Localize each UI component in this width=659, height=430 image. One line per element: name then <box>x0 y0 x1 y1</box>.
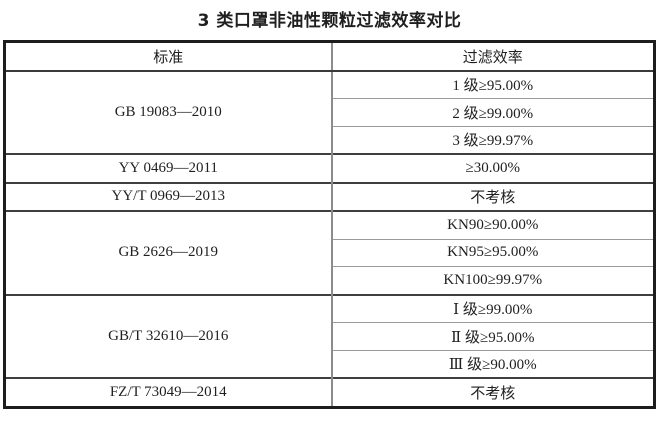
efficiency-cell: KN100≥99.97% <box>330 266 655 295</box>
col-header-efficiency: 过滤效率 <box>330 41 655 72</box>
table-row: GB 2626—2019 KN90≥90.00% <box>4 210 655 295</box>
efficiency-cell: 不考核 <box>330 377 655 408</box>
table-row: YY 0469—2011 ≥30.00% <box>4 153 655 183</box>
table-row: GB 19083—2010 1 级≥95.00% <box>4 69 655 155</box>
table-header-row: 标准 过滤效率 <box>4 41 655 72</box>
efficiency-cell: KN90≥90.00% <box>330 210 655 240</box>
table-row: YY/T 0969—2013 不考核 <box>4 181 655 212</box>
efficiency-cell: 2 级≥99.00% <box>330 98 655 127</box>
standard-cell: GB 19083—2010 <box>4 69 332 155</box>
table-row: Ⅱ 级≥95.00% <box>5 322 655 351</box>
standards-table: 标准 过滤效率 GB 19083—2010 1 级≥95.00% 2 级≥99.… <box>3 40 656 409</box>
efficiency-cell: Ⅲ 级≥90.00% <box>330 349 655 379</box>
efficiency-cell: 3 级≥99.97% <box>330 125 655 155</box>
efficiency-cell: KN95≥95.00% <box>330 238 655 267</box>
standard-cell: GB 2626—2019 <box>4 210 332 295</box>
standard-cell: YY 0469—2011 <box>4 153 332 183</box>
table-row: FZ/T 73049—2014 不考核 <box>4 377 655 408</box>
standard-cell: YY/T 0969—2013 <box>4 181 332 212</box>
efficiency-cell: 不考核 <box>330 181 655 212</box>
table-row: GB/T 32610—2016 Ⅰ 级≥99.00% <box>4 293 655 379</box>
efficiency-cell: Ⅰ 级≥99.00% <box>330 293 655 323</box>
table-row: 2 级≥99.00% <box>5 98 655 127</box>
standard-cell: GB/T 32610—2016 <box>4 293 332 379</box>
efficiency-cell: Ⅱ 级≥95.00% <box>330 322 655 351</box>
col-header-standard: 标准 <box>4 41 332 72</box>
table-row: Ⅲ 级≥90.00% <box>5 349 655 379</box>
efficiency-cell: ≥30.00% <box>330 153 655 183</box>
standard-cell: FZ/T 73049—2014 <box>4 377 332 408</box>
page-title: 3 类口罩非油性颗粒过滤效率对比 <box>197 11 462 31</box>
efficiency-cell: 1 级≥95.00% <box>330 69 655 99</box>
table-row: KN100≥99.97% <box>5 266 655 295</box>
